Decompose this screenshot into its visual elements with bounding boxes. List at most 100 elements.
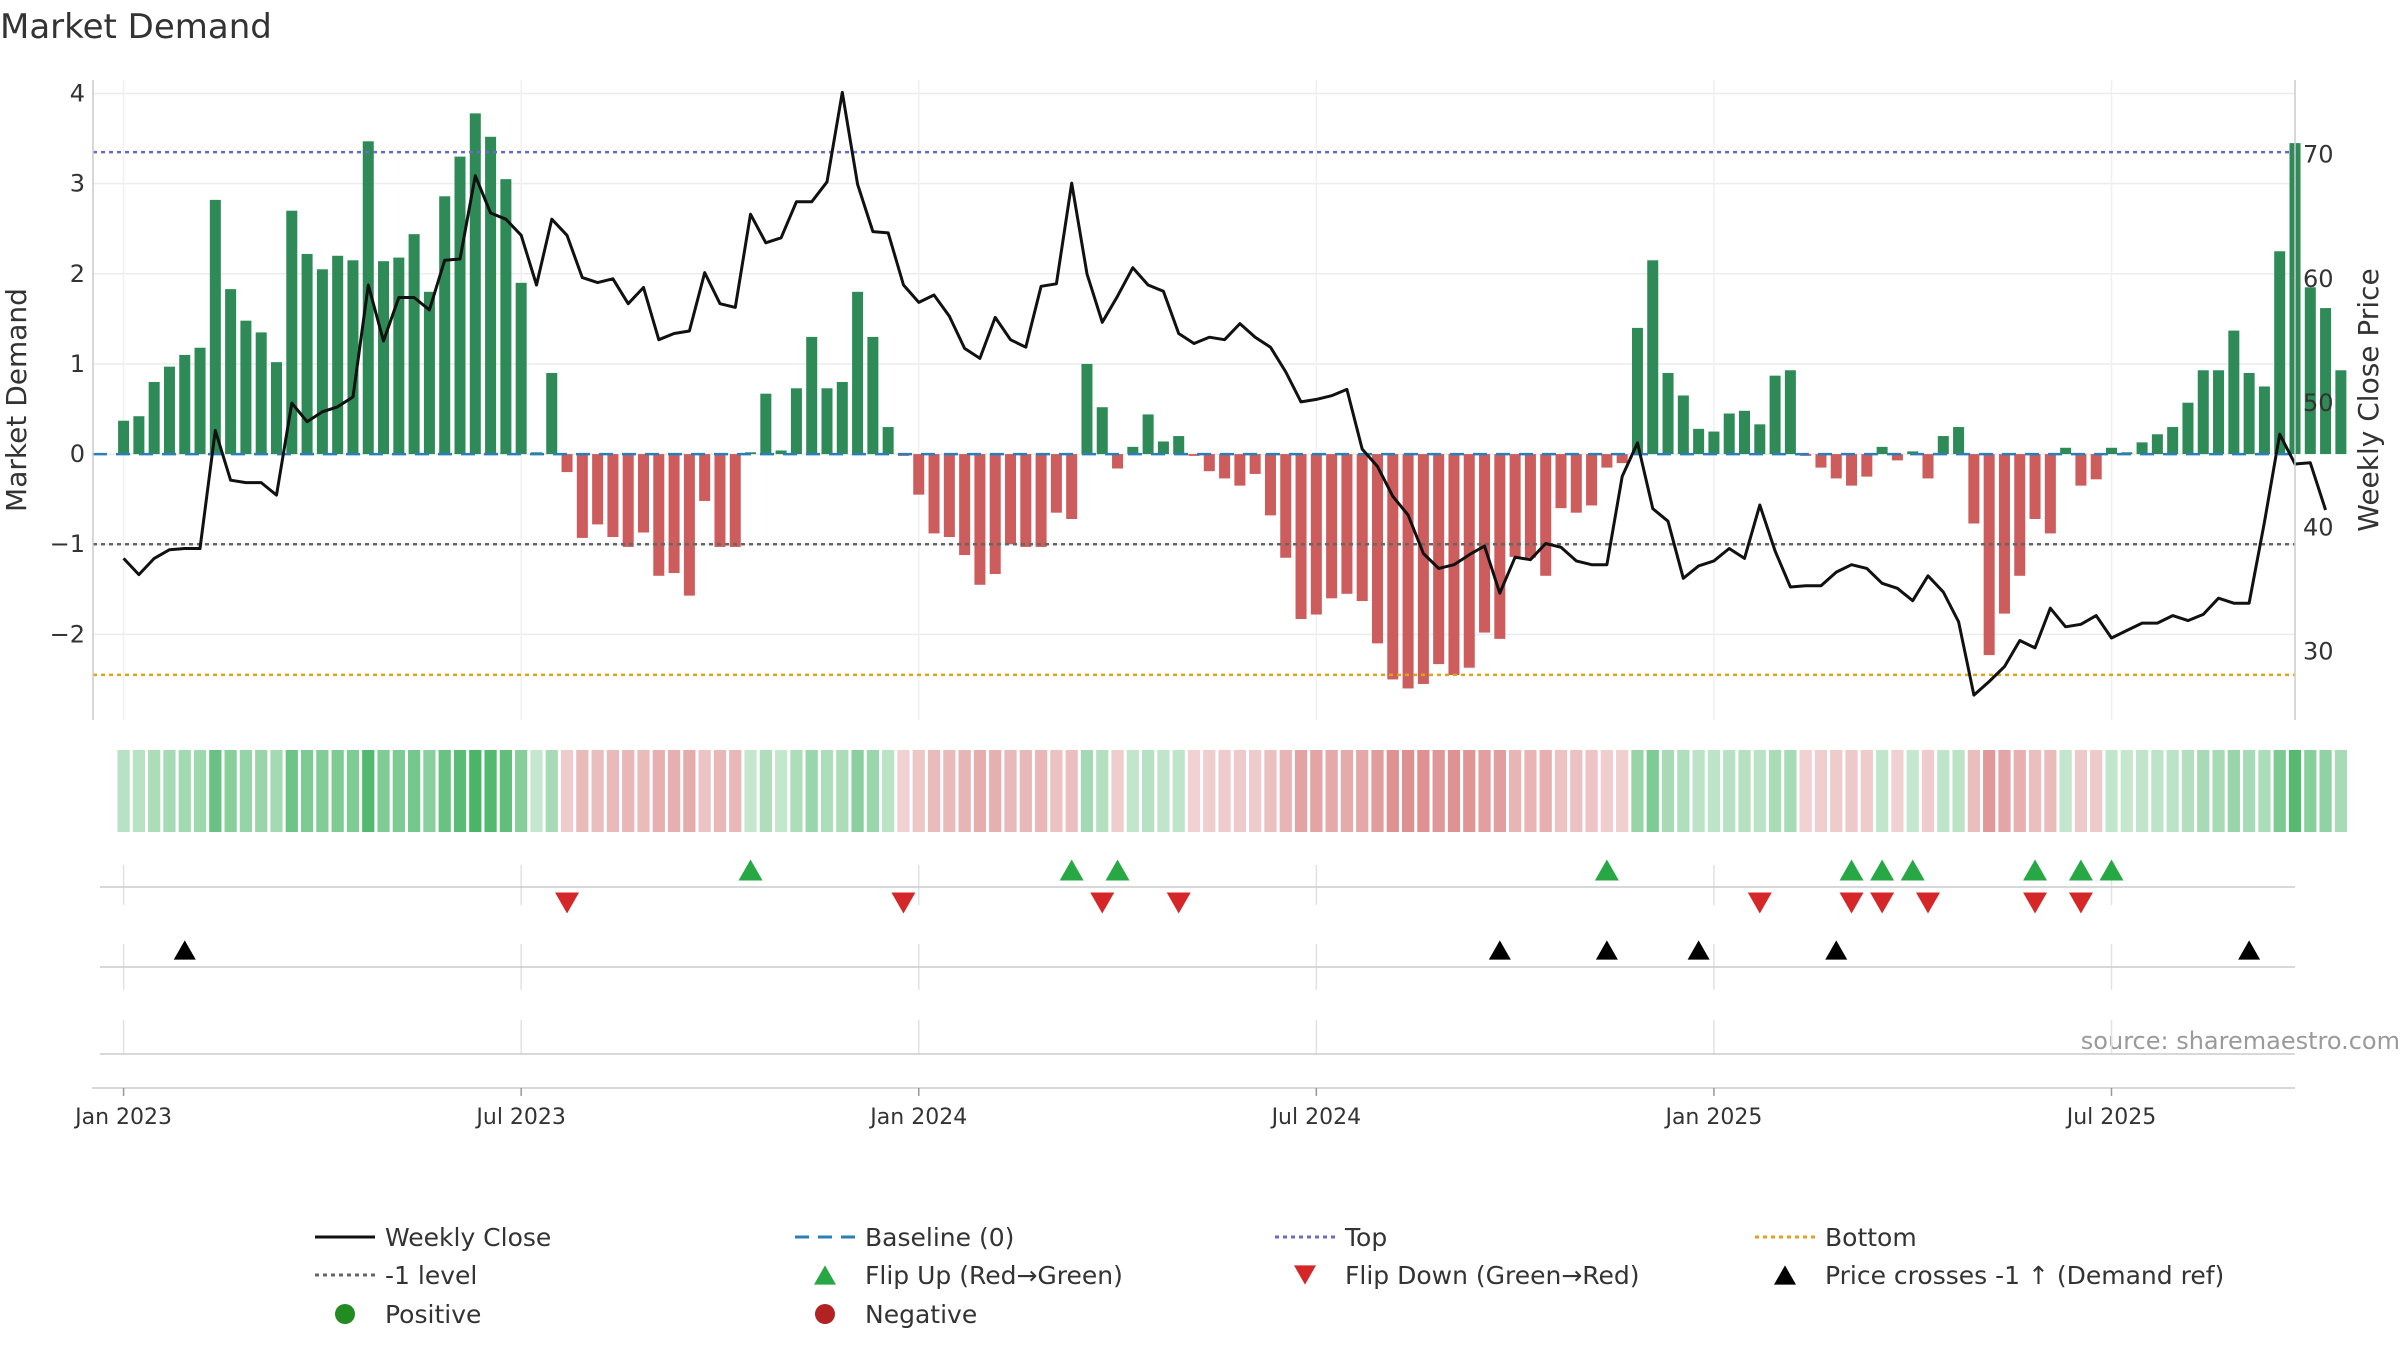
y2-axis-label: Weekly Close Price [2352,268,2385,531]
heat-cell-108 [1768,750,1782,832]
legend-positive-swatch [335,1304,355,1324]
demand-bar-120 [1953,427,1965,455]
flip-down-marker-4 [1747,892,1772,914]
legend-flip-down-green-red-label: Flip Down (Green→Red) [1345,1261,1640,1290]
heat-cell-31 [591,750,604,832]
heat-cell-103 [1692,750,1705,832]
price-cross-marker-3 [1687,940,1710,960]
price-cross-marker-1 [1488,940,1511,960]
heat-cell-8 [239,750,253,832]
demand-bar-20 [423,291,435,455]
heat-cell-107 [1753,750,1766,832]
heat-cell-135 [2181,750,2195,832]
heat-cell-38 [698,750,711,832]
heat-cell-50 [882,750,895,832]
demand-bar-55 [959,454,971,556]
demand-bar-3 [163,366,175,455]
demand-bar-96 [1586,454,1598,506]
demand-bar-124 [2014,454,2026,576]
x-tick-label-3: Jul 2024 [1270,1105,1362,1130]
demand-bar-34 [637,454,650,533]
heat-cell-64 [1096,750,1109,832]
y2-tick-label-0: 70 [2303,141,2334,169]
demand-bar-56 [974,454,986,585]
heat-cell-55 [958,750,971,832]
weekly-close-line [122,90,2328,697]
heat-cell-98 [1616,750,1629,832]
demand-bar-99 [1631,327,1643,455]
demand-bar-70 [1188,454,1200,456]
demand-bar-9 [255,332,267,455]
demand-bar-107 [1754,424,1766,455]
legend-flip-up-red-green-label: Flip Up (Red→Green) [865,1261,1123,1290]
signal-markers [173,859,2261,960]
flip-up-marker-6 [1900,859,1925,881]
demand-bar-113 [1846,454,1858,486]
heat-cell-62 [1065,750,1078,832]
demand-bar-57 [989,454,1001,574]
demand-bar-46 [821,388,833,455]
demand-bar-8 [240,320,252,455]
heat-cell-145 [2334,750,2347,832]
demand-bar-44 [790,388,802,455]
demand-bar-25 [500,179,512,455]
heat-cell-16 [362,750,375,832]
y2-tick-label-1: 60 [2303,265,2334,293]
demand-bar-50 [882,427,894,455]
heat-cell-9 [255,750,268,832]
heat-cell-134 [2166,750,2179,832]
heat-cell-86 [1432,750,1445,832]
demand-bar-65 [1112,454,1124,469]
demand-bar-78 [1310,454,1322,615]
demand-bar-48 [852,291,864,455]
heat-cell-138 [2227,750,2240,832]
heat-cell-10 [270,750,283,832]
demand-bar-123 [1998,454,2010,614]
demand-bar-90 [1494,454,1506,639]
heat-cell-88 [1463,750,1476,832]
heat-cell-67 [1142,750,1155,832]
heat-cell-14 [331,750,344,832]
demand-bar-126 [2044,454,2056,534]
demand-bar-106 [1738,410,1751,455]
heat-cell-42 [759,750,772,832]
heat-cell-91 [1509,750,1522,832]
heat-cell-128 [2074,750,2088,832]
demand-bar-105 [1723,413,1735,455]
heat-cell-49 [866,750,879,832]
demand-bar-89 [1479,454,1491,633]
demand-bar-129 [2090,454,2102,480]
demand-bar-75 [1264,454,1276,516]
demand-bar-67 [1142,414,1154,455]
heat-cell-117 [1906,750,1919,832]
demand-bar-29 [561,454,573,473]
heat-cell-54 [943,750,956,832]
heat-cell-15 [346,750,360,832]
heat-cell-81 [1356,750,1369,832]
legend-price-crosses-1-demand-ref-swatch [1774,1265,1796,1285]
heat-cell-125 [2028,750,2042,832]
demand-bar-54 [943,454,955,538]
demand-bar-137 [2213,370,2225,455]
heat-cell-142 [2288,750,2302,832]
heat-cell-2 [148,750,161,832]
flip-up-marker-4 [1839,859,1864,881]
heat-cell-136 [2197,750,2210,832]
heat-cell-26 [515,750,528,832]
demand-bar-15 [347,260,359,455]
price-cross-marker-0 [173,940,196,960]
heat-cell-7 [224,750,237,832]
demand-bar-91 [1509,454,1521,557]
demand-bar-16 [362,141,374,455]
heat-cell-12 [300,750,314,832]
y-tick-label-1: 3 [70,170,85,198]
heat-cell-4 [178,750,191,832]
demand-bar-26 [515,282,527,455]
heat-cell-133 [2151,750,2164,832]
heat-cell-65 [1111,750,1124,832]
demand-bar-33 [622,454,634,547]
close-price-layer [122,90,2328,697]
heat-cell-74 [1249,750,1262,832]
demand-bar-125 [2029,454,2041,519]
